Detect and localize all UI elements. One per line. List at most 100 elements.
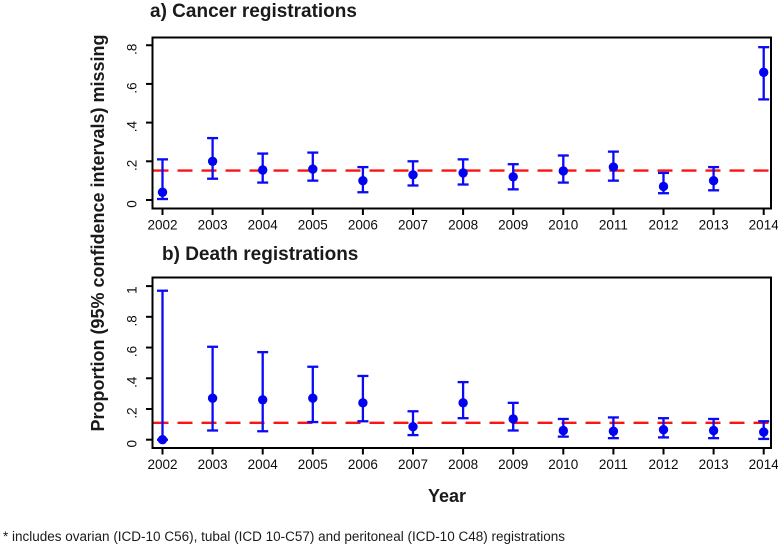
x-tick-label: 2014 bbox=[749, 218, 778, 233]
data-point-group bbox=[507, 163, 519, 191]
data-point-marker bbox=[658, 425, 669, 435]
data-point-group bbox=[157, 289, 168, 445]
x-tick-label: 2010 bbox=[548, 457, 578, 472]
y-tick-label: .8 bbox=[125, 44, 140, 55]
data-point-group bbox=[658, 417, 669, 439]
x-tick-label: 2010 bbox=[548, 218, 578, 233]
y-tick-label: .4 bbox=[125, 376, 140, 388]
y-tick-label: .4 bbox=[125, 120, 140, 132]
x-tick-label: 2006 bbox=[348, 457, 378, 472]
x-tick-label: 2004 bbox=[248, 457, 279, 472]
footnote: * includes ovarian (ICD-10 C56), tubal (… bbox=[3, 529, 565, 544]
x-tick-label: 2002 bbox=[147, 457, 177, 472]
data-point-marker bbox=[207, 156, 218, 167]
data-point-group bbox=[758, 420, 770, 441]
data-point-marker bbox=[207, 393, 218, 403]
x-tick-label: 2008 bbox=[448, 457, 478, 472]
data-point-marker bbox=[157, 187, 168, 197]
data-point-marker bbox=[458, 168, 468, 178]
x-tick-label: 2009 bbox=[498, 457, 528, 472]
y-tick-label: .6 bbox=[125, 82, 140, 93]
y-axis-title: Proportion (95% confidence intervals) mi… bbox=[88, 34, 108, 432]
data-point-marker bbox=[358, 175, 368, 186]
data-point-marker bbox=[308, 164, 318, 174]
data-point-marker bbox=[708, 425, 719, 436]
data-point-marker bbox=[608, 162, 619, 172]
data-point-marker bbox=[608, 426, 619, 436]
panel-a-cancer-registrations: 0 .2 .4 .6 .8 2002 2003 2004 2005 2006 2007 2008 200… bbox=[125, 36, 778, 233]
data-point-group bbox=[207, 136, 219, 180]
x-tick-label: 2008 bbox=[448, 218, 478, 233]
data-point-marker bbox=[558, 425, 568, 436]
x-tick-label: 2012 bbox=[648, 218, 678, 233]
x-tick-label: 2012 bbox=[648, 457, 678, 472]
panel-b-title: b) Death registrations bbox=[162, 244, 359, 265]
y-tick-label: 0 bbox=[125, 200, 140, 208]
data-point-marker bbox=[408, 170, 418, 180]
y-tick-label: .8 bbox=[125, 315, 140, 326]
x-tick-label: 2005 bbox=[298, 457, 328, 472]
data-point-marker bbox=[708, 175, 719, 186]
x-tick-label: 2014 bbox=[749, 457, 778, 472]
x-tick-label: 2006 bbox=[348, 218, 378, 233]
data-point-marker bbox=[458, 398, 468, 408]
data-point-marker bbox=[358, 398, 368, 408]
data-point-marker bbox=[759, 67, 769, 78]
data-point-group bbox=[708, 165, 720, 192]
data-point-group bbox=[257, 351, 269, 433]
data-point-marker bbox=[558, 166, 568, 176]
x-tick-label: 2013 bbox=[699, 457, 729, 472]
data-point-marker bbox=[508, 172, 518, 182]
x-tick-label: 2004 bbox=[248, 218, 279, 233]
data-point-group bbox=[708, 417, 720, 440]
data-point-group bbox=[257, 152, 269, 184]
x-tick-label: 2011 bbox=[599, 457, 628, 472]
data-point-group bbox=[557, 417, 569, 438]
data-point-marker bbox=[508, 414, 518, 424]
panel-a-title: a) Cancer registrations bbox=[150, 1, 357, 22]
x-tick-label: 2005 bbox=[298, 218, 328, 233]
y-tick-label: 0 bbox=[125, 440, 140, 448]
data-point-group bbox=[607, 150, 619, 182]
data-point-group bbox=[658, 171, 669, 195]
data-point-group bbox=[307, 365, 319, 424]
data-point-marker bbox=[658, 181, 669, 192]
data-point-group bbox=[407, 410, 419, 437]
data-point-group bbox=[407, 160, 419, 187]
data-point-group bbox=[758, 46, 770, 101]
data-point-group bbox=[307, 151, 319, 182]
x-tick-label: 2007 bbox=[398, 218, 428, 233]
x-tick-label: 2007 bbox=[398, 457, 428, 472]
x-tick-label: 2003 bbox=[198, 218, 228, 233]
data-point-marker bbox=[308, 393, 318, 403]
x-tick-label: 2011 bbox=[599, 218, 628, 233]
data-point-marker bbox=[258, 395, 268, 405]
y-tick-label: .6 bbox=[125, 346, 140, 357]
x-tick-label: 2009 bbox=[498, 218, 528, 233]
y-tick-label: .2 bbox=[125, 407, 140, 418]
data-point-marker bbox=[157, 435, 168, 445]
x-axis-title: Year bbox=[427, 486, 467, 506]
data-point-group bbox=[507, 401, 519, 432]
x-tick-label: 2013 bbox=[699, 218, 729, 233]
data-point-group bbox=[157, 158, 168, 201]
data-point-group bbox=[557, 154, 569, 184]
panel-b-death-registrations: 0 .2 .4 .6 .8 1 2002 2003 2004 2005 2006 2007 2008 20… bbox=[125, 276, 778, 472]
data-point-group bbox=[607, 416, 619, 440]
plot-frame bbox=[151, 276, 772, 449]
y-tick-label: 1 bbox=[125, 286, 140, 294]
data-point-group bbox=[207, 345, 219, 432]
data-point-group bbox=[357, 165, 369, 194]
data-point-marker bbox=[408, 421, 418, 432]
data-point-group bbox=[457, 158, 469, 186]
x-tick-label: 2002 bbox=[147, 218, 177, 233]
x-tick-label: 2003 bbox=[198, 457, 228, 472]
data-point-group bbox=[357, 374, 369, 423]
data-point-marker bbox=[759, 427, 769, 437]
data-point-group bbox=[457, 380, 469, 420]
data-point-marker bbox=[258, 165, 268, 175]
plot-frame bbox=[151, 36, 772, 210]
y-tick-label: .2 bbox=[125, 160, 140, 171]
